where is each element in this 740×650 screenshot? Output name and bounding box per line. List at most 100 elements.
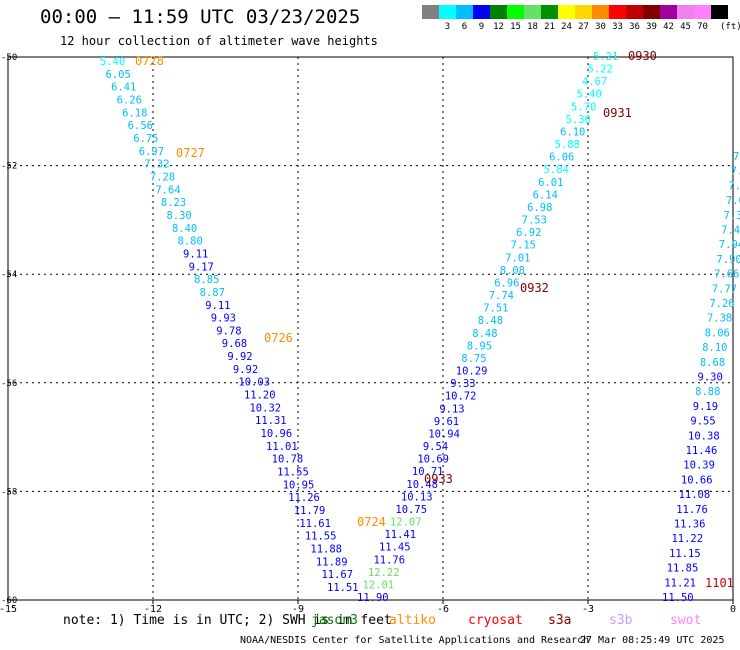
legend-tick-label: 33 (612, 22, 623, 32)
x-tick-label: -15 (0, 604, 17, 615)
track-a-value: 11.20 (244, 390, 276, 402)
legend-swatch (524, 5, 541, 19)
generated-timestamp: 27 Mar 08:25:49 UTC 2025 (580, 635, 725, 646)
time-label: 0931 (603, 106, 632, 120)
track-a-value: 6.26 (117, 94, 142, 106)
track-c-value: 11.50 (662, 592, 694, 604)
track-a-value: 11.67 (321, 569, 353, 581)
track-a-value: 5.40 (100, 56, 125, 68)
track-c-value: 11.15 (669, 548, 701, 560)
legend-swatch (592, 5, 609, 19)
track-c-value: 8.10 (702, 342, 727, 354)
time-label: 0727 (176, 146, 205, 160)
legend-tick-label: 70 (697, 22, 708, 32)
legend-swatch (643, 5, 660, 19)
track-c-value: 11.36 (674, 519, 706, 531)
track-a-value: 6.41 (111, 82, 136, 94)
track-b-value: 9.33 (450, 378, 475, 390)
x-tick-label: -3 (582, 604, 594, 615)
track-b-value: 10.75 (395, 504, 427, 516)
y-tick-label: -58 (1, 487, 17, 497)
track-b-value: 10.72 (445, 391, 477, 403)
mission-label-altiko: altiko (389, 613, 436, 628)
legend-tick-label: 9 (478, 22, 485, 32)
track-b-value: 10.71 (412, 466, 444, 478)
track-c-value: 10.66 (681, 474, 713, 486)
x-tick-label: 0 (730, 604, 736, 615)
track-c-value: 11.08 (679, 489, 711, 501)
track-c-value: 7.38 (707, 313, 732, 325)
track-a-value: 9.68 (222, 338, 247, 350)
legend-tick-label: 36 (629, 22, 640, 32)
track-b-value: 5.84 (544, 164, 569, 176)
track-b-value: 10.48 (406, 479, 438, 491)
legend-swatch (575, 5, 592, 19)
track-a-value: 10.96 (261, 428, 293, 440)
legend-tick-label: 21 (544, 22, 555, 32)
legend-swatch (490, 5, 507, 19)
track-b-value: 5.22 (588, 64, 613, 76)
track-b-value: 5.30 (566, 114, 591, 126)
track-b-value: 7.51 (483, 303, 508, 315)
track-c-value: 7.46 (721, 225, 740, 237)
track-a-value: 11.55 (305, 531, 337, 543)
track-c-value: 7.66 (714, 269, 739, 281)
track-a-value: 10.95 (283, 479, 315, 491)
track-a-value: 11.26 (288, 492, 320, 504)
legend-tick-label: 12 (493, 22, 504, 32)
track-c-value: 11.85 (667, 563, 699, 575)
track-c-value: 8.06 (705, 327, 730, 339)
track-a-value: 8.30 (166, 210, 191, 222)
track-b-value: 11.90 (357, 592, 389, 604)
track-a-value: 11.88 (310, 544, 342, 556)
track-a-value: 10.78 (272, 454, 304, 466)
track-c-value: 7.90 (716, 254, 740, 266)
mission-label-swot: swot (670, 613, 702, 628)
track-a-value: 7.64 (155, 184, 180, 196)
legend-tick-label: 6 (461, 22, 468, 32)
track-b-value: 11.76 (373, 554, 405, 566)
track-b-value: 7.01 (505, 252, 530, 264)
legend-swatch (677, 5, 694, 19)
track-a-value: 6.56 (128, 120, 153, 132)
legend-swatch (507, 5, 524, 19)
track-b-value: 6.92 (516, 227, 541, 239)
legend-swatch (439, 5, 456, 19)
footer-note: note: 1) Time is in UTC; 2) SWH is in fe… (63, 613, 392, 628)
legend-tick-label: 15 (510, 22, 521, 32)
legend-unit: (ft) (720, 22, 740, 32)
mission-label-cryosat: cryosat (468, 613, 523, 628)
legend-swatch (473, 5, 490, 19)
y-tick-label: -50 (1, 53, 17, 63)
track-b-value: 6.98 (527, 202, 552, 214)
track-c-value: 11.76 (676, 504, 708, 516)
legend-swatch (694, 5, 711, 19)
track-c-value: 7. (728, 180, 740, 192)
track-b-value: 8.48 (478, 315, 503, 327)
track-a-value: 6.97 (139, 146, 164, 158)
track-b-value: 11.45 (379, 542, 411, 554)
mission-label-s3b: s3b (609, 613, 633, 628)
page-subtitle: 12 hour collection of altimeter wave hei… (60, 34, 378, 48)
track-c-value: 8.88 (695, 386, 720, 398)
track-a-value: 6.18 (122, 107, 147, 119)
track-c-value: 9.19 (693, 401, 718, 413)
track-a-value: 11.55 (277, 467, 309, 479)
time-label: 0933 (424, 472, 453, 486)
track-c-value: 11.22 (671, 533, 703, 545)
track-b-value: 5.21 (593, 51, 618, 63)
track-a-value: 9.17 (189, 261, 214, 273)
track-b-value: 9.61 (434, 416, 459, 428)
track-a-value: 11.01 (266, 441, 298, 453)
legend-swatch (456, 5, 473, 19)
legend-swatch (541, 5, 558, 19)
track-c-value: 8.68 (700, 357, 725, 369)
track-b-value: 8.48 (472, 328, 497, 340)
track-b-value: 8.08 (500, 265, 525, 277)
track-a-value: 8.80 (178, 236, 203, 248)
track-b-value: 10.69 (417, 454, 449, 466)
y-tick-label: -60 (1, 596, 17, 606)
track-a-value: 8.23 (161, 197, 186, 209)
legend-tick-label: 39 (646, 22, 657, 32)
track-a-value: 7.32 (144, 159, 169, 171)
